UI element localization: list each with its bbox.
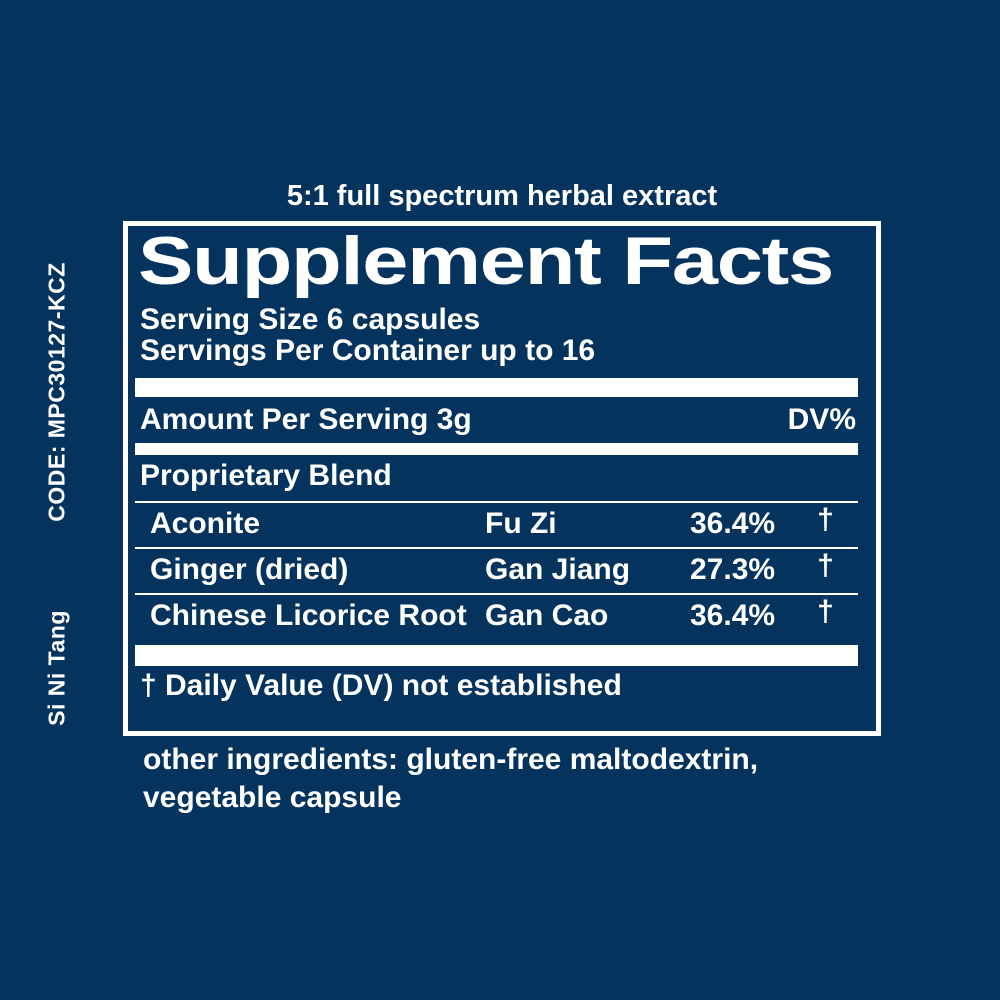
ingredient-pinyin: Fu Zi [485, 507, 557, 540]
daily-value-footnote: † Daily Value (DV) not established [140, 669, 622, 702]
serving-info: Serving Size 6 capsules Servings Per Con… [140, 304, 876, 366]
ingredient-name: Ginger (dried) [150, 553, 349, 586]
extract-ratio-tagline: 5:1 full spectrum herbal extract [286, 180, 718, 212]
divider-bar-thick-bottom [135, 645, 858, 666]
ingredient-table: Aconite Fu Zi 36.4% † Ginger (dried) Gan… [128, 501, 876, 639]
product-name-vertical-label: Si Ni Tang [43, 610, 70, 726]
ingredient-row: Ginger (dried) Gan Jiang 27.3% † [135, 547, 858, 593]
ingredient-name: Aconite [150, 507, 261, 540]
dagger-symbol: † [817, 503, 834, 536]
servings-per-container-line: Servings Per Container up to 16 [140, 334, 596, 367]
divider-bar-medium [135, 443, 858, 455]
supplement-facts-panel: Supplement Facts Serving Size 6 capsules… [123, 221, 881, 736]
serving-size-line: Serving Size 6 capsules [140, 303, 481, 336]
ingredient-percent: 27.3% [690, 553, 776, 586]
dv-column-header: DV% [787, 403, 856, 436]
proprietary-blend-heading: Proprietary Blend [140, 459, 392, 492]
ingredient-row: Chinese Licorice Root Gan Cao 36.4% † [135, 593, 858, 639]
panel-title: Supplement Facts [138, 223, 876, 299]
ingredient-percent: 36.4% [690, 599, 776, 632]
dagger-symbol: † [817, 595, 834, 628]
product-code-vertical-label: CODE: MPC30127-KCZ [43, 262, 70, 522]
ingredient-pinyin: Gan Jiang [485, 553, 631, 586]
dagger-symbol: † [817, 549, 834, 582]
ingredient-row: Aconite Fu Zi 36.4% † [135, 501, 858, 547]
amount-per-serving-label: Amount Per Serving 3g [140, 403, 472, 436]
divider-bar-thick-top [135, 378, 858, 397]
amount-header-row: Amount Per Serving 3g DV% [140, 404, 856, 436]
other-ingredients-text: other ingredients: gluten-free maltodext… [143, 743, 759, 814]
panel-title-text: Supplement Facts [138, 223, 834, 299]
ingredient-name: Chinese Licorice Root [150, 599, 467, 632]
ingredient-percent: 36.4% [690, 507, 776, 540]
ingredient-pinyin: Gan Cao [485, 599, 609, 632]
